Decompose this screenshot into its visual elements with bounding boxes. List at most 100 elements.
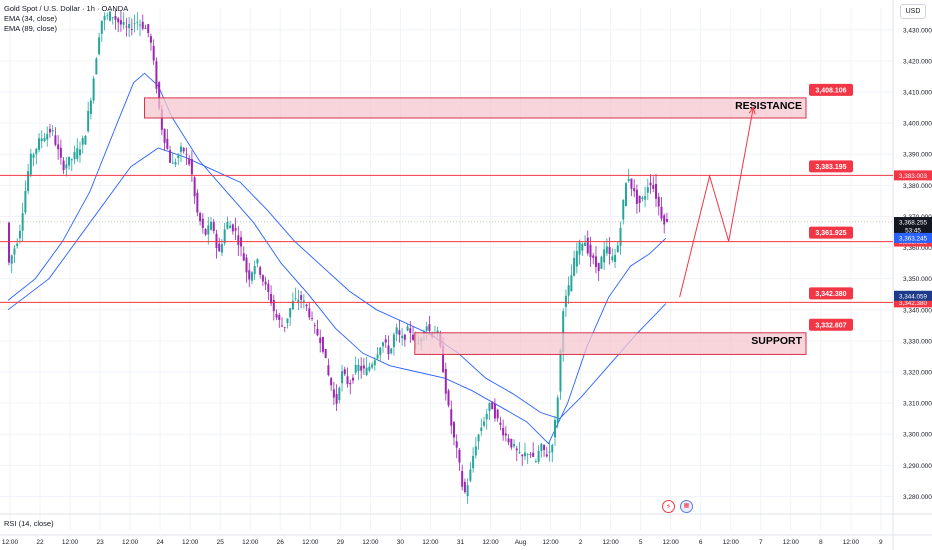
level-label: 3,383.195 bbox=[815, 164, 846, 171]
symbol-title: Gold Spot / U.S. Dollar · 1h · OANDA bbox=[4, 4, 129, 13]
candle-body bbox=[95, 58, 98, 75]
price-axis-marker-bg bbox=[894, 290, 932, 301]
candle-body bbox=[185, 153, 188, 155]
candle-body bbox=[529, 454, 532, 456]
level-label-bg bbox=[809, 226, 853, 239]
candle-body bbox=[231, 224, 234, 232]
x-tick-label: 8 bbox=[819, 539, 823, 546]
candle-body bbox=[201, 218, 204, 228]
candle-body bbox=[311, 318, 314, 319]
candle-body bbox=[567, 285, 570, 296]
candle-body bbox=[343, 369, 346, 375]
candle-body bbox=[141, 21, 144, 29]
candle-body bbox=[354, 364, 357, 373]
candle-body bbox=[578, 242, 581, 255]
candle-body bbox=[188, 158, 191, 165]
candle-body bbox=[76, 148, 79, 159]
candle-body bbox=[365, 367, 368, 376]
level-label-bg bbox=[809, 287, 853, 300]
candle-body bbox=[360, 366, 363, 371]
candle-body bbox=[534, 461, 537, 463]
candle-body bbox=[48, 128, 51, 133]
zone-label-bg bbox=[809, 318, 853, 331]
zone-label-bg bbox=[809, 83, 853, 96]
candle-body bbox=[92, 78, 95, 101]
candle-body bbox=[324, 349, 327, 359]
ema89-legend[interactable]: EMA (89, close) bbox=[4, 24, 57, 33]
currency-button[interactable]: USD bbox=[900, 4, 926, 19]
x-tick-label: 12:00 bbox=[422, 539, 439, 546]
candle-body bbox=[627, 179, 630, 182]
candle-body bbox=[496, 409, 499, 419]
candle-body bbox=[294, 297, 297, 299]
x-tick-label: 12:00 bbox=[2, 539, 19, 546]
candle-body bbox=[382, 342, 385, 347]
candle-body bbox=[619, 227, 622, 246]
candle-body bbox=[562, 311, 565, 353]
x-tick-label: 12:00 bbox=[122, 539, 139, 546]
ema34-legend[interactable]: EMA (34, close) bbox=[4, 14, 57, 23]
candle-body bbox=[376, 354, 379, 359]
candle-body bbox=[523, 452, 526, 457]
candle-body bbox=[335, 393, 338, 404]
candle-body bbox=[379, 347, 382, 355]
candle-body bbox=[425, 326, 428, 331]
candle-body bbox=[564, 295, 567, 307]
candle-body bbox=[624, 183, 627, 206]
candle-body bbox=[87, 110, 90, 132]
level-axis-bg bbox=[894, 297, 932, 308]
x-tick-label: 26 bbox=[277, 539, 285, 546]
y-tick-label: 3,390.000 bbox=[903, 152, 932, 159]
candle-body bbox=[220, 244, 223, 253]
candle-body bbox=[488, 402, 491, 411]
candle-body bbox=[545, 454, 548, 457]
candle-body bbox=[54, 135, 57, 145]
candle-body bbox=[13, 248, 16, 255]
zone-box bbox=[414, 332, 807, 355]
candle-body bbox=[573, 257, 576, 276]
candle-body bbox=[278, 315, 281, 321]
candle-body bbox=[253, 266, 256, 275]
candle-body bbox=[171, 162, 174, 164]
x-tick-label: 7 bbox=[759, 539, 763, 546]
y-tick-label: 3,340.000 bbox=[903, 307, 932, 314]
candle-body bbox=[182, 147, 185, 152]
x-tick-label: 12:00 bbox=[242, 539, 259, 546]
candle-body bbox=[392, 334, 395, 348]
candle-body bbox=[152, 45, 155, 61]
x-tick-label: 24 bbox=[157, 539, 165, 546]
candle-body bbox=[70, 159, 73, 161]
candle-body bbox=[21, 213, 24, 231]
candle-body bbox=[515, 448, 518, 451]
candle-body bbox=[436, 330, 439, 333]
candle-body bbox=[373, 360, 376, 366]
price-axis-marker-bg bbox=[894, 225, 932, 236]
x-tick-label: 29 bbox=[337, 539, 345, 546]
y-tick-label: 3,310.000 bbox=[903, 401, 932, 408]
candle-body bbox=[332, 389, 335, 398]
candle-body bbox=[147, 24, 150, 34]
rsi-legend[interactable]: RSI (14, close) bbox=[4, 519, 54, 528]
candle-body bbox=[477, 434, 480, 442]
x-tick-label: 2 bbox=[579, 539, 583, 546]
x-tick-label: 30 bbox=[397, 539, 405, 546]
candle-body bbox=[65, 164, 68, 169]
flag-icon[interactable]: ▦ bbox=[680, 500, 693, 513]
candle-body bbox=[302, 300, 305, 303]
candle-body bbox=[8, 222, 10, 263]
candle-body bbox=[111, 17, 114, 19]
projection-arrowhead bbox=[748, 106, 756, 115]
candle-body bbox=[665, 218, 668, 222]
candle-body bbox=[193, 177, 196, 197]
candle-body bbox=[226, 221, 229, 229]
lightning-icon[interactable]: ⚡ bbox=[662, 500, 675, 513]
candle-body bbox=[286, 318, 289, 324]
candle-body bbox=[586, 237, 589, 254]
candle-body bbox=[491, 402, 494, 410]
candle-body bbox=[245, 257, 248, 273]
candle-body bbox=[483, 421, 486, 426]
candle-body bbox=[472, 455, 475, 469]
candle-body bbox=[215, 233, 218, 249]
